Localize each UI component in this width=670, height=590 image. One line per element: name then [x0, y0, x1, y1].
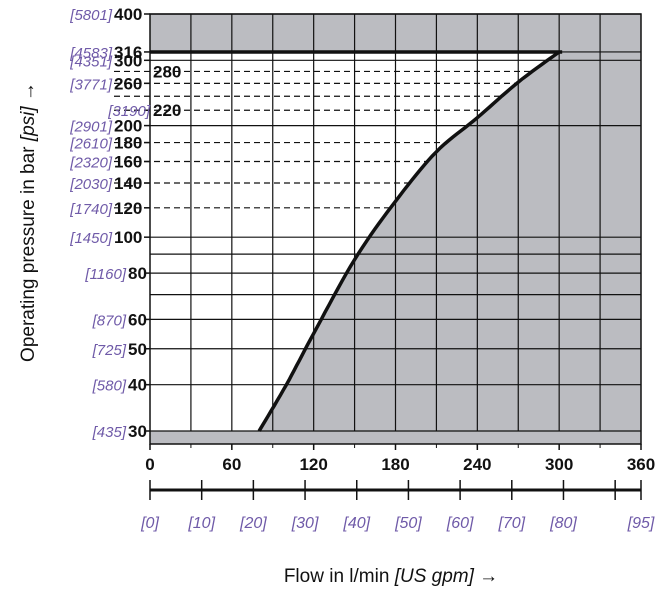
gpm-tick-label: [30]	[291, 515, 319, 532]
gpm-tick-label: [40]	[342, 515, 370, 532]
x-tick-label: 60	[222, 455, 241, 474]
gpm-tick-label: [70]	[497, 515, 525, 532]
gpm-tick-label: [80]	[549, 515, 577, 532]
y-tick-label: 180	[114, 134, 142, 153]
psi-tick-label: [4351]	[69, 53, 113, 70]
gpm-tick-label: [60]	[446, 515, 474, 532]
gpm-tick-label: [0]	[140, 515, 159, 532]
psi-tick-label: [435]	[92, 424, 127, 441]
psi-tick-label: [4583]	[69, 45, 113, 62]
y-tick-label: 40	[128, 376, 147, 395]
y-axis-title: Operating pressure in bar [psi] →	[18, 82, 39, 362]
y-axis-ticks: 400[5801] 316[4583] 300[4351]260[3771] [319…	[69, 5, 181, 441]
psi-tick-label: [1740]	[69, 201, 113, 218]
y-tick-label: 50	[128, 340, 147, 359]
gpm-tick-label: [95]	[627, 515, 655, 532]
gpm-tick-label: [50]	[394, 515, 422, 532]
gpm-tick-label: [20]	[239, 515, 267, 532]
x-tick-label: 180	[381, 455, 409, 474]
psi-tick-label: [2610]	[69, 136, 113, 153]
y-tick-label: 260	[114, 74, 142, 93]
boundary-curve	[257, 50, 561, 432]
y-tick-label: 140	[114, 174, 142, 193]
x-axis-title: Flow in l/min [US gpm] →	[284, 566, 498, 587]
y-tick-label: 60	[128, 310, 147, 329]
psi-tick-label: [2901]	[69, 119, 113, 136]
dashed-line-label: 280	[153, 62, 181, 81]
x-tick-label: 360	[627, 455, 655, 474]
psi-tick-label: [2030]	[69, 176, 113, 193]
x-tick-label: 300	[545, 455, 573, 474]
y-tick-label: 200	[114, 117, 142, 136]
psi-tick-label: [725]	[92, 342, 127, 359]
x-tick-label: 240	[463, 455, 491, 474]
y-tick-label: 120	[114, 199, 142, 218]
y-tick-label: 300	[114, 51, 142, 70]
psi-tick-label: [3190]	[107, 103, 151, 120]
y-tick-label: 316	[114, 43, 142, 62]
y-tick-label: 400	[114, 5, 142, 24]
x-tick-label: 120	[299, 455, 327, 474]
psi-tick-label: [1160]	[84, 266, 126, 283]
dashed-line-label: 220	[153, 101, 181, 120]
gpm-tick-label: [10]	[187, 515, 215, 532]
y-tick-label: 100	[114, 228, 142, 247]
x-tick-label: 0	[145, 455, 154, 474]
psi-tick-label: [580]	[92, 378, 127, 395]
y-tick-label: 80	[128, 264, 147, 283]
psi-tick-label: [870]	[92, 312, 127, 329]
psi-tick-label: [3771]	[69, 76, 113, 93]
psi-tick-label: [5801]	[69, 7, 113, 24]
y-tick-label: 160	[114, 153, 142, 172]
gpm-axis: [0] [10] [20] [30] [40] [50] [60] [70] [80] [95]	[140, 480, 655, 532]
psi-tick-label: [2320]	[69, 155, 113, 172]
psi-tick-label: [1450]	[69, 230, 113, 247]
x-axis-ticks: 0 60 120 180 240 300 360	[145, 444, 655, 474]
y-tick-label: 30	[128, 422, 147, 441]
boundary-curve-layer	[150, 50, 563, 432]
